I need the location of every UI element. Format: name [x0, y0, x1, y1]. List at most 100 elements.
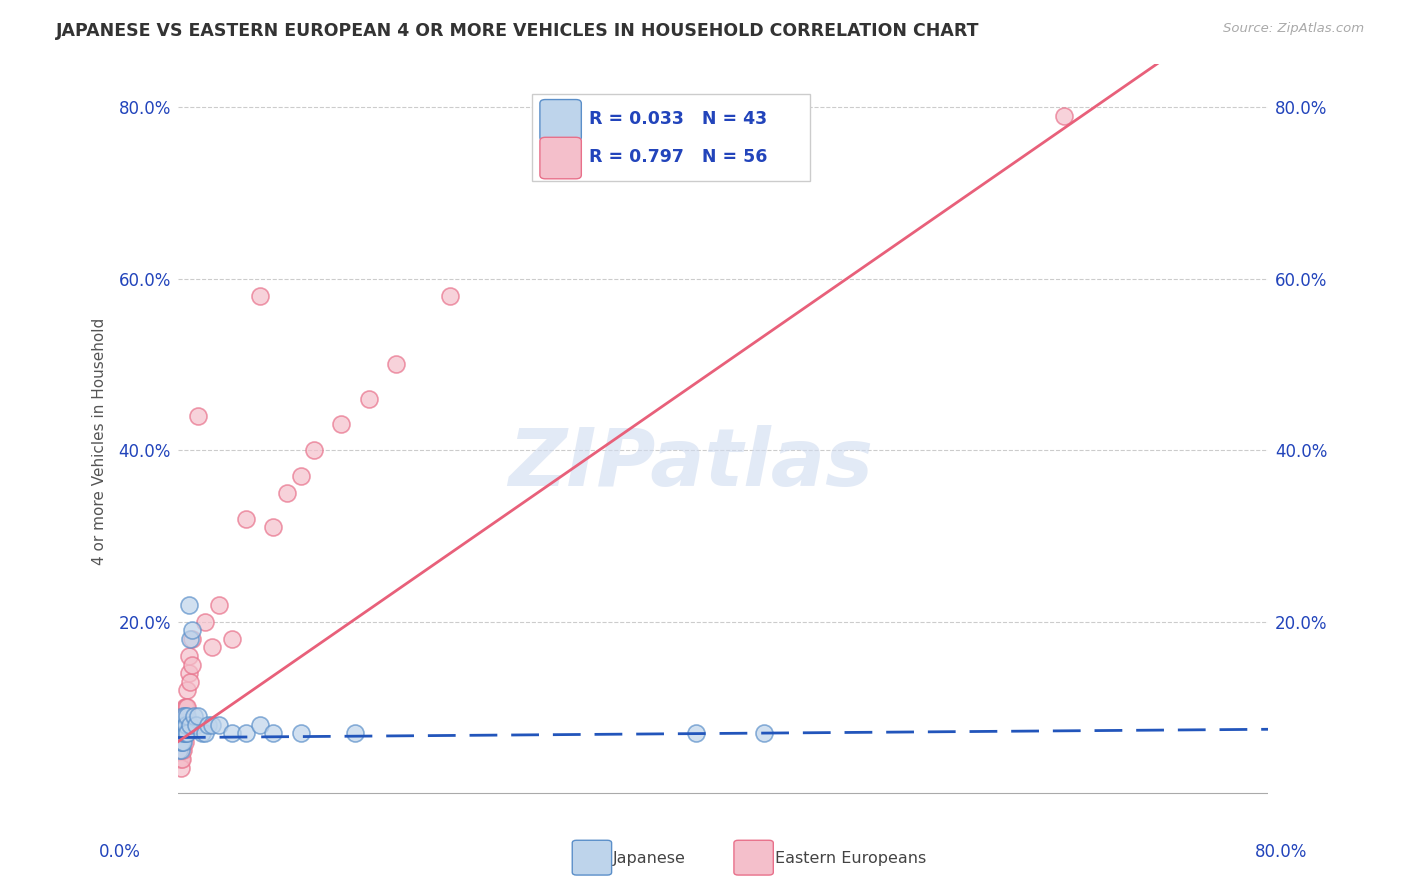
Point [167, 735, 190, 749]
Point [167, 726, 190, 740]
Point [180, 624, 202, 638]
Point [167, 726, 190, 740]
Point [177, 598, 200, 612]
Y-axis label: 4 or more Vehicles in Household: 4 or more Vehicles in Household [93, 318, 107, 566]
Point [170, 743, 193, 757]
Point [235, 512, 257, 526]
FancyBboxPatch shape [540, 137, 581, 178]
Point [249, 717, 271, 731]
Point [173, 717, 195, 731]
Point [221, 632, 243, 646]
Point [172, 717, 194, 731]
Point [174, 717, 197, 731]
FancyBboxPatch shape [533, 95, 810, 181]
Point [172, 735, 194, 749]
Point [170, 717, 193, 731]
Point [180, 632, 202, 646]
Point [169, 717, 191, 731]
Point [172, 709, 194, 723]
Point [752, 726, 775, 740]
Point [170, 726, 193, 740]
Point [169, 760, 191, 774]
Point [197, 717, 219, 731]
Point [170, 735, 193, 749]
Point [174, 726, 197, 740]
Point [176, 709, 198, 723]
Point [173, 726, 195, 740]
Point [179, 717, 201, 731]
Point [167, 752, 190, 766]
Point [167, 743, 190, 757]
Text: R = 0.033   N = 43: R = 0.033 N = 43 [589, 111, 768, 128]
Point [262, 726, 284, 740]
Point [201, 640, 224, 655]
Text: JAPANESE VS EASTERN EUROPEAN 4 OR MORE VEHICLES IN HOUSEHOLD CORRELATION CHART: JAPANESE VS EASTERN EUROPEAN 4 OR MORE V… [56, 22, 980, 40]
Point [1053, 109, 1076, 123]
Point [187, 709, 209, 723]
Point [187, 409, 209, 423]
Point [685, 726, 707, 740]
Point [439, 288, 461, 302]
Text: R = 0.797   N = 56: R = 0.797 N = 56 [589, 148, 768, 166]
Point [235, 726, 257, 740]
Point [208, 598, 231, 612]
Point [173, 700, 195, 714]
Point [262, 520, 284, 534]
Point [173, 709, 195, 723]
Text: Japanese: Japanese [613, 851, 686, 865]
Point [201, 717, 224, 731]
Text: Eastern Europeans: Eastern Europeans [775, 851, 927, 865]
Point [177, 666, 200, 681]
Point [169, 726, 191, 740]
Point [385, 357, 408, 371]
Point [357, 392, 380, 406]
Point [167, 735, 190, 749]
Point [173, 726, 195, 740]
Point [194, 726, 217, 740]
Point [172, 726, 194, 740]
Point [170, 717, 193, 731]
Point [169, 735, 191, 749]
Point [172, 743, 194, 757]
Point [172, 709, 194, 723]
Point [170, 752, 193, 766]
Point [344, 726, 367, 740]
Point [176, 726, 198, 740]
Point [169, 743, 191, 757]
Point [174, 709, 197, 723]
Point [173, 709, 195, 723]
Point [177, 648, 200, 663]
Point [169, 717, 191, 731]
Point [180, 657, 202, 672]
Point [174, 700, 197, 714]
Text: 80.0%: 80.0% [1256, 843, 1308, 861]
Point [176, 700, 198, 714]
Point [221, 726, 243, 740]
Point [170, 726, 193, 740]
Point [302, 443, 325, 458]
Point [194, 615, 217, 629]
Point [179, 674, 201, 689]
Point [169, 752, 191, 766]
Point [173, 717, 195, 731]
Point [208, 717, 231, 731]
Point [169, 735, 191, 749]
Text: ZIPatlas: ZIPatlas [508, 425, 873, 503]
Point [330, 417, 353, 432]
Point [179, 632, 201, 646]
Point [183, 709, 205, 723]
Point [169, 743, 191, 757]
Point [173, 735, 195, 749]
Point [170, 726, 193, 740]
Point [172, 735, 194, 749]
Point [170, 717, 193, 731]
Text: Source: ZipAtlas.com: Source: ZipAtlas.com [1223, 22, 1364, 36]
Point [174, 717, 197, 731]
Point [290, 726, 312, 740]
Point [169, 735, 191, 749]
Point [167, 743, 190, 757]
Point [176, 683, 198, 698]
Point [249, 288, 271, 302]
Point [191, 726, 214, 740]
Point [290, 468, 312, 483]
